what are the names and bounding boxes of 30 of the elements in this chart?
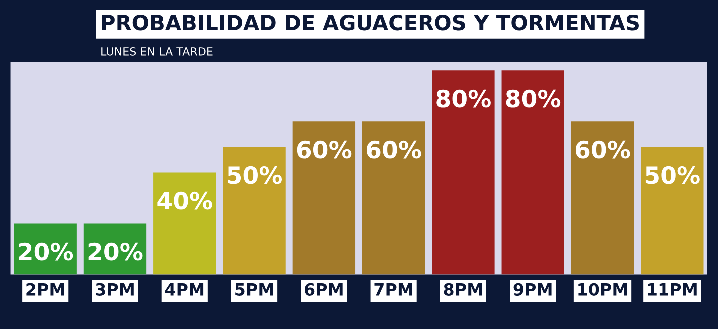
x-tick-label: 8PM xyxy=(444,283,482,296)
data-label: 60% xyxy=(367,140,422,159)
bar xyxy=(154,172,216,275)
bar xyxy=(362,122,426,275)
x-tick-label: 10PM xyxy=(578,283,628,296)
x-tick-label: 7PM xyxy=(374,284,412,296)
data-label: 60% xyxy=(297,140,352,159)
x-tick-label: 6PM xyxy=(305,283,343,296)
bar xyxy=(292,122,356,275)
bar xyxy=(432,70,495,275)
data-label: 80% xyxy=(506,90,561,108)
bar xyxy=(502,70,564,275)
bar xyxy=(223,147,286,275)
data-label: 50% xyxy=(646,166,700,184)
x-tick-label: 5PM xyxy=(236,284,274,296)
x-tick-label: 9PM xyxy=(514,283,552,296)
bar xyxy=(571,122,634,275)
chart-title: PROBABILIDAD DE AGUACEROS Y TORMENTAS xyxy=(102,14,639,31)
bar xyxy=(641,147,704,275)
x-tick-label: 3PM xyxy=(96,283,134,296)
chart-subtitle: LUNES EN LA TARDE xyxy=(102,47,213,56)
data-label: 80% xyxy=(436,90,491,108)
data-label: 50% xyxy=(228,166,282,184)
data-label: 20% xyxy=(88,242,143,261)
data-label: 40% xyxy=(158,192,212,210)
x-tick-label: 4PM xyxy=(165,284,204,296)
x-tick-label: 2PM xyxy=(26,283,64,296)
x-tick-label: 11PM xyxy=(648,284,697,296)
data-label: 60% xyxy=(576,140,630,159)
data-label: 20% xyxy=(19,242,74,261)
